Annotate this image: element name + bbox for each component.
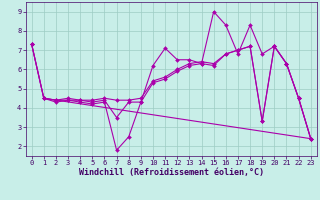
X-axis label: Windchill (Refroidissement éolien,°C): Windchill (Refroidissement éolien,°C) [79, 168, 264, 177]
